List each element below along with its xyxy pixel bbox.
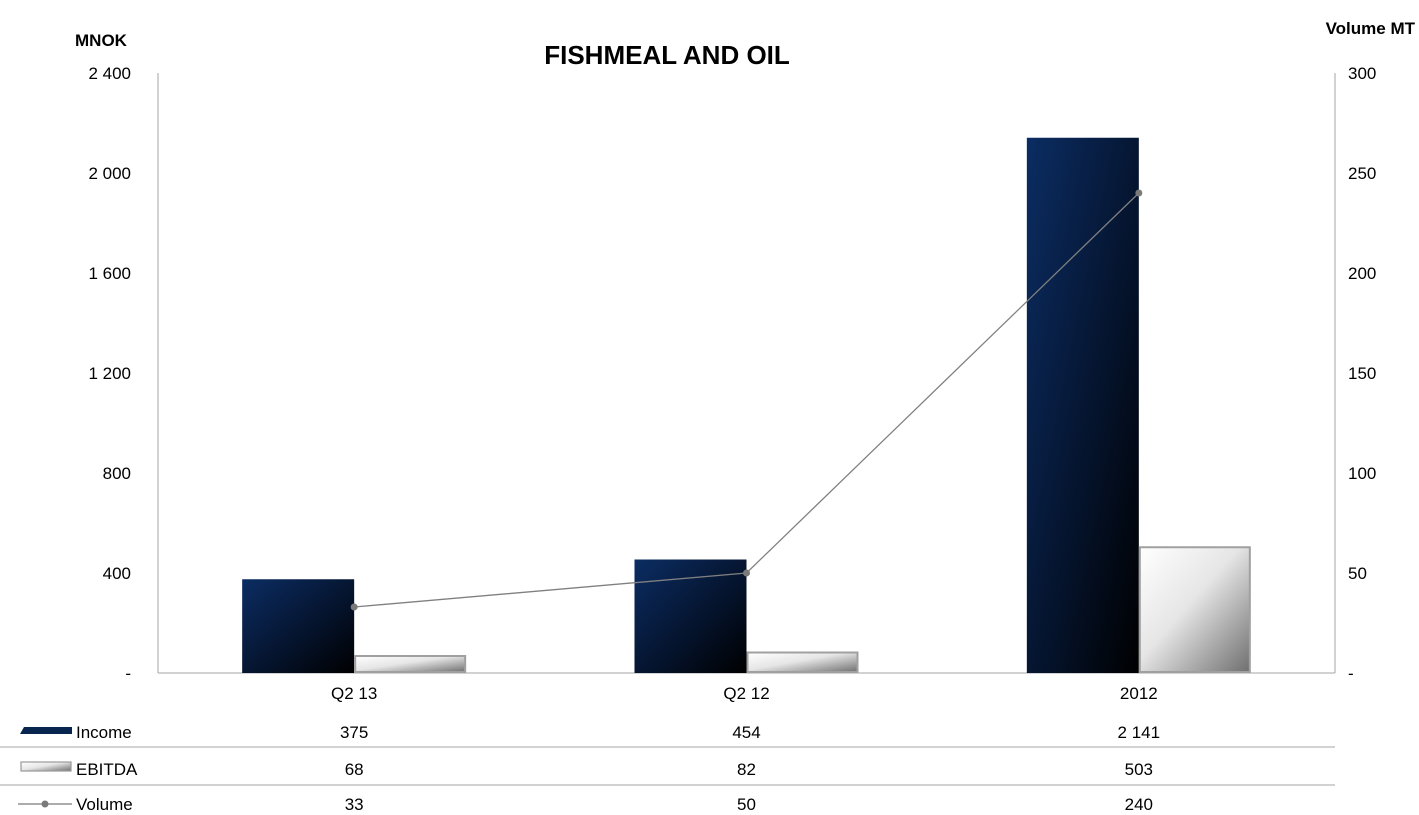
series-name: EBITDA xyxy=(76,760,138,779)
table-cell: 2 141 xyxy=(1118,723,1161,742)
category-labels: Q2 13 Q2 12 2012 xyxy=(331,684,1158,703)
income-legend-swatch xyxy=(20,727,72,734)
category-label: Q2 13 xyxy=(331,684,377,703)
income-bar xyxy=(242,579,355,673)
volume-point xyxy=(350,603,358,611)
left-tick-label: 400 xyxy=(103,564,131,583)
table-cell: 454 xyxy=(732,723,760,742)
income-bar xyxy=(1026,137,1139,673)
right-tick-label: 250 xyxy=(1348,164,1376,183)
left-tick-label: 2 400 xyxy=(88,64,131,83)
ebitda-legend-swatch xyxy=(20,761,72,772)
right-tick-label: 50 xyxy=(1348,564,1367,583)
right-tick-label: 100 xyxy=(1348,464,1376,483)
left-tick-label: 1 200 xyxy=(88,364,131,383)
income-bar xyxy=(634,559,747,673)
left-axis-label: MNOK xyxy=(75,31,128,50)
table-cell: 33 xyxy=(345,795,364,814)
right-tick-label: 200 xyxy=(1348,264,1376,283)
left-tick-label: 800 xyxy=(103,464,131,483)
left-tick-label: - xyxy=(125,664,131,683)
bars xyxy=(242,137,1251,673)
chart-title: FISHMEAL AND OIL xyxy=(544,40,790,70)
left-tick-label: 1 600 xyxy=(88,264,131,283)
series-name: Income xyxy=(76,723,132,742)
left-axis-ticks: - 400 800 1 200 1 600 2 000 2 400 xyxy=(88,64,131,683)
table-cell: 68 xyxy=(345,760,364,779)
table-cell: 240 xyxy=(1125,795,1153,814)
right-tick-label: 150 xyxy=(1348,364,1376,383)
ebitda-bar xyxy=(1138,546,1251,673)
table-cell: 50 xyxy=(737,795,756,814)
volume-legend-marker xyxy=(41,800,49,808)
table-cell: 82 xyxy=(737,760,756,779)
ebitda-bar xyxy=(354,655,467,673)
left-tick-label: 2 000 xyxy=(88,164,131,183)
right-tick-label: 300 xyxy=(1348,64,1376,83)
volume-point xyxy=(1135,189,1143,197)
category-label: 2012 xyxy=(1120,684,1158,703)
data-table: Income 375 454 2 141 EBITDA 68 82 503 Volume 33 50… xyxy=(0,723,1335,814)
series-name: Volume xyxy=(76,795,133,814)
ebitda-bar xyxy=(746,651,859,673)
table-cell: 503 xyxy=(1125,760,1153,779)
volume-point xyxy=(743,569,750,577)
right-axis-label: Volume MT xyxy=(1326,19,1416,38)
table-cell: 375 xyxy=(340,723,368,742)
right-tick-label: - xyxy=(1348,664,1354,683)
right-axis-ticks: - 50 100 150 200 250 300 xyxy=(1348,64,1376,683)
volume-series xyxy=(350,189,1143,611)
category-label: Q2 12 xyxy=(723,684,769,703)
volume-line xyxy=(354,192,1140,608)
